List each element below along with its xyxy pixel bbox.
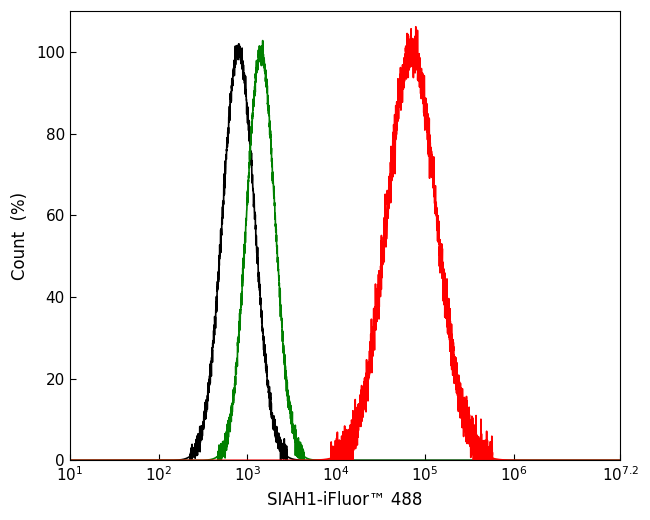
X-axis label: SIAH1-iFluor™ 488: SIAH1-iFluor™ 488 <box>267 491 423 509</box>
Y-axis label: Count  (%): Count (%) <box>11 192 29 280</box>
